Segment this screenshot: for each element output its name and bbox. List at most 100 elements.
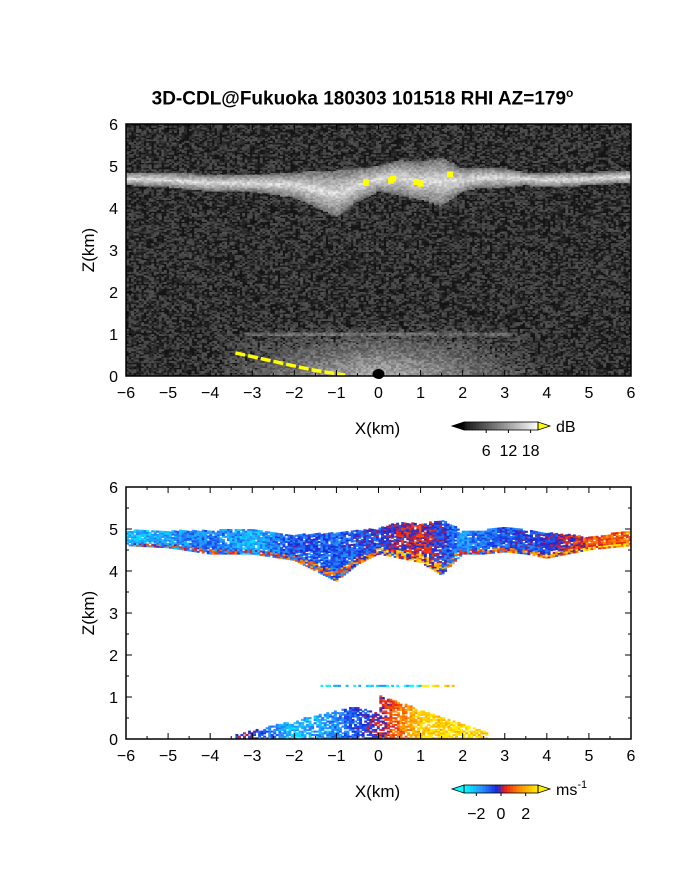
reflectivity-cell — [229, 176, 233, 179]
reflectivity-cell — [244, 354, 248, 357]
reflectivity-cell — [176, 325, 180, 328]
reflectivity-cell — [221, 129, 225, 132]
reflectivity-cell — [148, 250, 152, 253]
reflectivity-cell — [168, 194, 172, 197]
reflectivity-cell — [224, 335, 228, 338]
reflectivity-cell — [204, 250, 208, 253]
reflectivity-cell — [204, 372, 208, 375]
reflectivity-cell — [138, 199, 142, 202]
reflectivity-cell — [242, 256, 246, 259]
reflectivity-cell — [206, 337, 210, 340]
reflectivity-cell — [158, 283, 162, 286]
reflectivity-cell — [191, 297, 195, 300]
reflectivity-cell — [201, 297, 205, 300]
reflectivity-cell — [221, 228, 225, 231]
reflectivity-cell — [234, 334, 238, 337]
reflectivity-cell — [242, 174, 246, 177]
reflectivity-cell — [204, 369, 208, 372]
reflectivity-cell — [201, 202, 205, 206]
reflectivity-cell — [199, 236, 203, 239]
reflectivity-cell — [133, 177, 137, 180]
reflectivity-cell — [191, 160, 195, 164]
reflectivity-cell — [146, 187, 150, 190]
reflectivity-cell — [201, 281, 205, 284]
reflectivity-cell — [189, 172, 193, 175]
reflectivity-cell — [173, 364, 177, 367]
reflectivity-cell — [179, 155, 182, 158]
reflectivity-cell — [227, 197, 230, 200]
reflectivity-cell — [191, 370, 195, 374]
reflectivity-cell — [186, 209, 190, 212]
reflectivity-cell — [239, 171, 243, 174]
reflectivity-cell — [191, 197, 195, 200]
reflectivity-cell — [158, 365, 162, 368]
reflectivity-cell — [143, 214, 147, 217]
reflectivity-cell — [168, 276, 172, 279]
reflectivity-cell — [138, 184, 142, 187]
reflectivity-cell — [227, 322, 230, 325]
reflectivity-cell — [151, 295, 155, 298]
reflectivity-cell — [242, 145, 246, 148]
reflectivity-cell — [146, 202, 150, 206]
reflectivity-cell — [143, 233, 147, 236]
reflectivity-cell — [237, 199, 241, 202]
reflectivity-cell — [156, 352, 160, 355]
reflectivity-cell — [232, 367, 235, 370]
reflectivity-cell — [171, 176, 175, 179]
reflectivity-cell — [191, 342, 195, 345]
reflectivity-cell — [143, 208, 147, 211]
reflectivity-cell — [219, 124, 223, 127]
reflectivity-cell — [232, 266, 235, 269]
reflectivity-cell — [214, 140, 218, 143]
reflectivity-cell — [219, 325, 223, 328]
reflectivity-cell — [211, 135, 215, 138]
reflectivity-cell — [153, 223, 157, 226]
reflectivity-cell — [168, 271, 172, 274]
reflectivity-cell — [227, 352, 230, 355]
reflectivity-cell — [191, 288, 195, 291]
reflectivity-cell — [221, 339, 225, 342]
reflectivity-cell — [166, 320, 170, 323]
reflectivity-cell — [126, 199, 129, 202]
reflectivity-cell — [168, 327, 172, 330]
reflectivity-cell — [143, 345, 147, 348]
reflectivity-cell — [216, 125, 220, 128]
reflectivity-cell — [221, 132, 225, 135]
reflectivity-cell — [184, 214, 187, 217]
reflectivity-cell — [138, 139, 142, 142]
reflectivity-cell — [191, 202, 195, 206]
reflectivity-cell — [184, 224, 187, 227]
reflectivity-cell — [176, 194, 180, 197]
reflectivity-cell — [237, 322, 241, 325]
reflectivity-cell — [221, 182, 225, 185]
reflectivity-cell — [232, 290, 235, 293]
reflectivity-cell — [136, 152, 140, 155]
reflectivity-cell — [153, 135, 157, 138]
reflectivity-cell — [229, 364, 233, 367]
reflectivity-cell — [237, 226, 241, 229]
reflectivity-cell — [201, 172, 205, 175]
reflectivity-cell — [163, 330, 167, 333]
reflectivity-cell — [196, 354, 200, 357]
reflectivity-cell — [141, 360, 145, 363]
reflectivity-cell — [196, 310, 200, 313]
reflectivity-cell — [131, 315, 134, 318]
reflectivity-cell — [146, 253, 150, 256]
reflectivity-cell — [191, 213, 195, 216]
reflectivity-cell — [148, 357, 152, 360]
reflectivity-cell — [158, 349, 162, 352]
reflectivity-cell — [224, 204, 228, 207]
reflectivity-cell — [216, 290, 220, 293]
reflectivity-cell — [186, 229, 190, 232]
reflectivity-cell — [232, 238, 235, 241]
reflectivity-cell — [194, 280, 198, 283]
reflectivity-cell — [199, 189, 203, 192]
reflectivity-cell — [173, 226, 177, 229]
reflectivity-cell — [209, 275, 213, 278]
reflectivity-cell — [128, 315, 132, 318]
reflectivity-cell — [153, 307, 157, 310]
reflectivity-cell — [184, 367, 187, 370]
reflectivity-cell — [204, 323, 208, 326]
reflectivity-cell — [166, 150, 170, 153]
reflectivity-cell — [211, 280, 215, 283]
